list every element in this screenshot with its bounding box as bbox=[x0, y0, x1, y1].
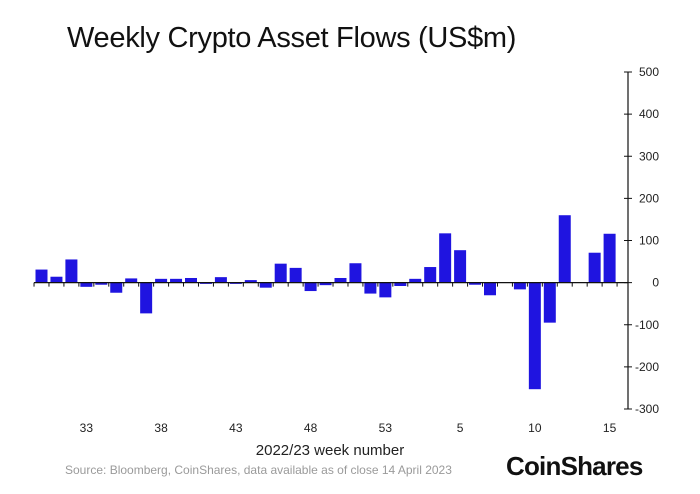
bar bbox=[95, 282, 108, 285]
x-tick-label: 48 bbox=[304, 421, 318, 435]
bar bbox=[125, 278, 138, 283]
bar bbox=[424, 267, 437, 283]
bars-group bbox=[35, 215, 616, 390]
x-tick-label: 38 bbox=[154, 421, 168, 435]
bar bbox=[185, 277, 197, 283]
bar bbox=[528, 282, 541, 390]
x-tick-label: 10 bbox=[528, 421, 542, 435]
bar bbox=[259, 282, 272, 288]
y-tick-label: -300 bbox=[635, 402, 659, 416]
bar bbox=[364, 282, 377, 294]
bar bbox=[394, 282, 407, 286]
bar bbox=[379, 282, 392, 298]
bar bbox=[155, 278, 168, 283]
bar bbox=[65, 259, 78, 283]
y-ticks-group: 500 400 300 200 100 0 -100 -200 -300 bbox=[624, 65, 659, 416]
x-tick-label: 43 bbox=[229, 421, 243, 435]
chart-title: Weekly Crypto Asset Flows (US$m) bbox=[67, 22, 517, 54]
y-tick-label: 400 bbox=[639, 107, 659, 121]
bar bbox=[513, 282, 526, 290]
y-tick-label: -100 bbox=[635, 318, 659, 332]
bar bbox=[274, 263, 287, 283]
bar bbox=[558, 215, 571, 283]
bar bbox=[50, 276, 63, 283]
bar bbox=[110, 282, 123, 293]
bar bbox=[289, 267, 302, 283]
bar bbox=[35, 269, 48, 283]
x-tick-label: 15 bbox=[603, 421, 617, 435]
bar bbox=[469, 282, 482, 285]
bar bbox=[170, 278, 183, 283]
bar bbox=[439, 233, 452, 283]
bar bbox=[80, 282, 93, 287]
y-tick-label: 100 bbox=[639, 234, 659, 248]
x-tick-label: 33 bbox=[80, 421, 94, 435]
bar bbox=[543, 282, 556, 323]
bar bbox=[334, 277, 347, 283]
bar bbox=[349, 263, 362, 283]
x-tick-label: 5 bbox=[457, 421, 464, 435]
bar bbox=[140, 282, 153, 314]
bar bbox=[319, 282, 332, 286]
bar bbox=[244, 280, 257, 283]
y-tick-label: 200 bbox=[639, 191, 659, 205]
bar bbox=[454, 250, 467, 283]
bar bbox=[603, 233, 616, 283]
bar bbox=[304, 282, 317, 292]
y-tick-label: 0 bbox=[652, 276, 659, 290]
bar bbox=[409, 278, 422, 283]
y-tick-label: -200 bbox=[635, 360, 659, 374]
x-tick-label: 53 bbox=[379, 421, 393, 435]
source-note: Source: Bloomberg, CoinShares, data avai… bbox=[65, 463, 452, 477]
x-tick-labels-group: 33 38 43 48 53 5 10 15 bbox=[80, 421, 617, 435]
y-tick-label: 500 bbox=[639, 65, 659, 79]
bar bbox=[199, 282, 212, 284]
bar bbox=[484, 282, 496, 296]
y-tick-label: 300 bbox=[639, 149, 659, 163]
x-ticks-group bbox=[33, 282, 618, 287]
bar bbox=[588, 252, 601, 283]
bar bbox=[214, 277, 227, 283]
bar bbox=[229, 282, 242, 284]
x-axis-label: 2022/23 week number bbox=[255, 442, 405, 459]
coinshares-logo: CoinShares bbox=[506, 451, 643, 481]
